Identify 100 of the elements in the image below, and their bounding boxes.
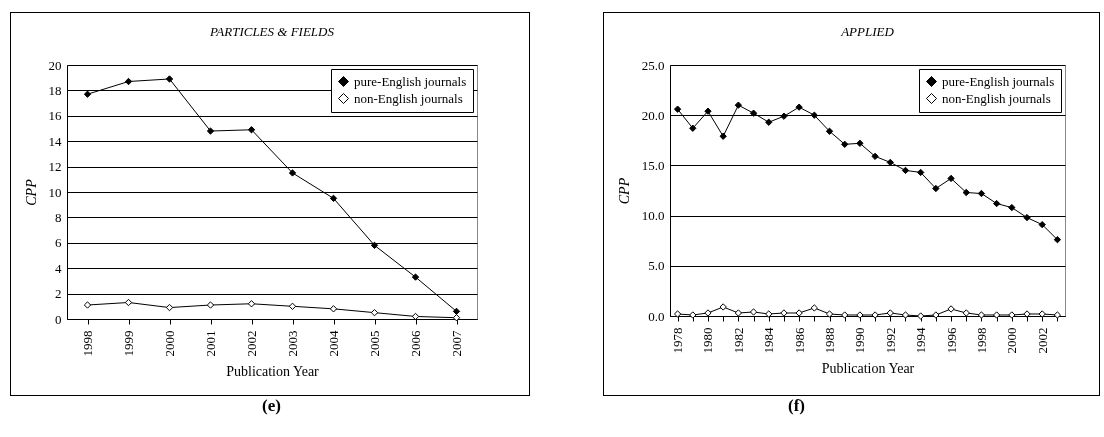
x-tick-label: 2000 [1004,327,1020,354]
x-axis-title: Publication Year [226,363,320,379]
x-tick-label: 1999 [121,330,136,357]
point [932,311,940,319]
point [247,300,256,308]
text: (f) [788,396,805,416]
point [810,111,818,119]
point [856,139,864,147]
y-tick-label: 20.0 [641,107,665,123]
point [962,188,970,197]
x-tick-label: 2004 [326,330,341,357]
point [370,308,379,317]
point [992,199,1001,208]
x-tick-label: 2007 [449,330,464,357]
point [780,309,788,317]
point [83,90,92,98]
point [165,75,174,83]
point [411,312,420,321]
point [901,166,910,175]
point [411,273,420,281]
legend-label: non-English journals [354,90,463,106]
point [841,140,849,148]
point [124,298,133,307]
point [704,309,712,317]
y-tick-label: 0.0 [648,308,665,324]
x-tick-label: 1998 [80,330,95,357]
y-tick-label: 4 [55,260,62,276]
point [856,311,864,319]
point [1023,310,1031,318]
x-tick-label: 1998 [973,327,989,354]
point [206,127,215,135]
point [947,305,955,313]
y-tick-label: 0 [55,311,62,327]
point [165,303,174,312]
point [932,184,940,193]
point [825,310,834,318]
point [329,194,338,203]
y-tick-label: 15.0 [641,157,665,173]
point [795,103,803,111]
point [765,310,773,318]
point [734,309,743,317]
point [673,105,682,113]
x-tick-label: 2002 [1034,327,1050,354]
x-axis-title: Publication Year [821,360,915,376]
point [947,174,955,183]
point [689,311,697,319]
point [917,168,925,177]
point [825,127,834,135]
legend-label: pure-English journals [942,73,1055,89]
point [370,241,379,249]
point [901,311,910,319]
point [810,304,818,312]
y-tick-label: 10.0 [641,208,665,224]
y-tick-label: 12 [48,159,62,175]
point [1008,203,1016,212]
point [871,311,879,319]
point [749,109,758,117]
x-tick-label: 1980 [700,327,716,354]
point [689,124,697,132]
x-tick-label: 2001 [203,330,218,357]
point [719,303,727,311]
point [992,311,1001,319]
text: (e) [262,396,281,416]
x-tick-label: 1994 [913,327,929,354]
chart-title: APPLIED [840,24,895,39]
point [452,307,461,316]
point [719,132,727,140]
y-tick-label: 2 [55,286,62,302]
point [841,311,849,319]
y-axis-title: CPP [23,178,39,206]
point [1038,220,1046,229]
legend-label: pure-English journals [354,73,467,89]
y-tick-label: 18 [48,82,62,98]
x-tick-label: 2002 [244,330,259,357]
point [886,309,894,317]
point [247,126,256,134]
x-tick-label: 1990 [852,327,868,354]
point [795,309,803,317]
x-tick-label: 1992 [882,327,898,354]
x-tick-label: 2003 [285,330,300,357]
point [734,101,743,109]
x-tick-label: 2006 [408,330,423,357]
x-tick-label: 1982 [730,327,746,354]
x-tick-label: 2000 [162,330,177,357]
chart-title: PARTICLES & FIELDS [209,24,335,39]
point [83,301,92,309]
x-tick-label: 1996 [943,327,959,354]
y-tick-label: 20 [48,57,62,73]
point [1008,311,1016,319]
point [206,301,215,309]
point [977,189,986,198]
y-tick-label: 14 [48,133,62,149]
y-tick-label: 16 [48,108,62,124]
point [765,118,773,126]
point [962,309,970,317]
point [1038,310,1046,318]
point [1053,236,1062,244]
legend-label: non-English journals [942,90,1051,106]
point [871,152,879,161]
y-tick-label: 10 [48,184,62,200]
